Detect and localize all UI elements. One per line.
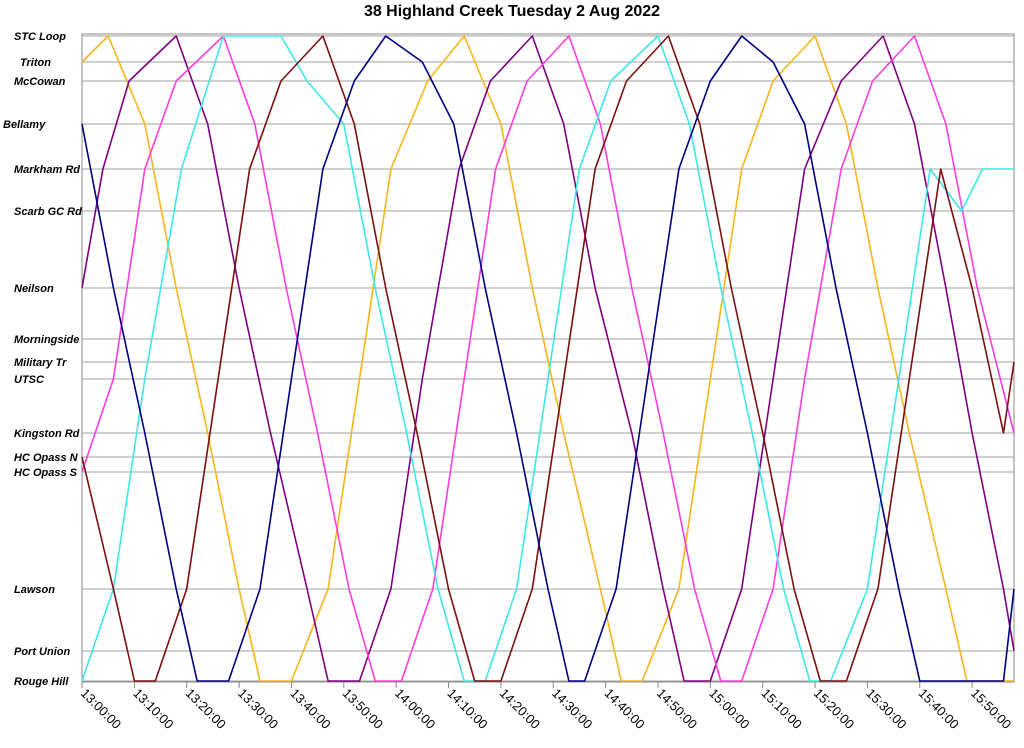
stop-label: UTSC <box>14 374 45 386</box>
x-tick-label: 14:40:00 <box>601 686 647 732</box>
x-tick-label: 14:30:00 <box>549 686 595 732</box>
chart-title: 38 Highland Creek Tuesday 2 Aug 2022 <box>363 3 661 20</box>
x-tick-label: 15:50:00 <box>968 686 1014 732</box>
x-tick-label: 13:00:00 <box>78 686 124 732</box>
x-tick-label: 13:30:00 <box>235 686 281 732</box>
stop-label: Port Union <box>14 646 70 658</box>
series-line-1 <box>81 35 1014 682</box>
stop-label: Rouge Hill <box>14 676 69 688</box>
x-tick-label: 15:20:00 <box>811 686 857 732</box>
series-line-4 <box>81 35 1014 682</box>
stop-label: Markham Rd <box>14 164 80 176</box>
x-tick-label: 15:10:00 <box>759 686 805 732</box>
x-tick-label: 13:20:00 <box>183 686 229 732</box>
x-tick-label: 13:40:00 <box>287 686 333 732</box>
x-tick-label: 14:20:00 <box>497 686 543 732</box>
x-tick-label: 14:00:00 <box>392 686 438 732</box>
x-tick-label: 15:00:00 <box>706 686 752 732</box>
series-lines <box>81 35 1015 682</box>
x-tick-label: 14:10:00 <box>444 686 490 732</box>
y-axis-labels: STC Loop Triton McCowan Bellamy Markham Rd Sc… <box>3 31 82 688</box>
series-line-5 <box>81 35 1015 682</box>
x-tick-label: 15:40:00 <box>916 686 962 732</box>
plot-border <box>81 33 1015 683</box>
stop-label: Lawson <box>14 584 55 596</box>
stop-label: HC Opass N <box>14 452 79 464</box>
stop-label: HC Opass S <box>14 467 78 479</box>
x-axis-labels: 13:00:00 13:10:00 13:20:00 13:30:00 13:40:00… <box>78 682 1014 732</box>
x-tick-label: 13:10:00 <box>130 686 176 732</box>
stop-label: STC Loop <box>14 31 66 43</box>
x-tick-label: 14:50:00 <box>654 686 700 732</box>
stop-label: Kingston Rd <box>14 428 80 440</box>
stop-label: Bellamy <box>3 119 46 131</box>
series-line-6 <box>81 35 1015 682</box>
x-tick-label: 13:50:00 <box>340 686 386 732</box>
series-line-2 <box>81 35 1015 682</box>
stop-label: Neilson <box>14 283 54 295</box>
stop-label: McCowan <box>14 76 66 88</box>
stop-label: Triton <box>20 57 51 69</box>
stop-label: Military Tr <box>14 357 67 369</box>
series-line-3 <box>81 35 1015 682</box>
stop-label: Morningside <box>14 334 79 346</box>
x-tick-label: 15:30:00 <box>863 686 909 732</box>
stop-label: Scarb GC Rd <box>14 206 82 218</box>
